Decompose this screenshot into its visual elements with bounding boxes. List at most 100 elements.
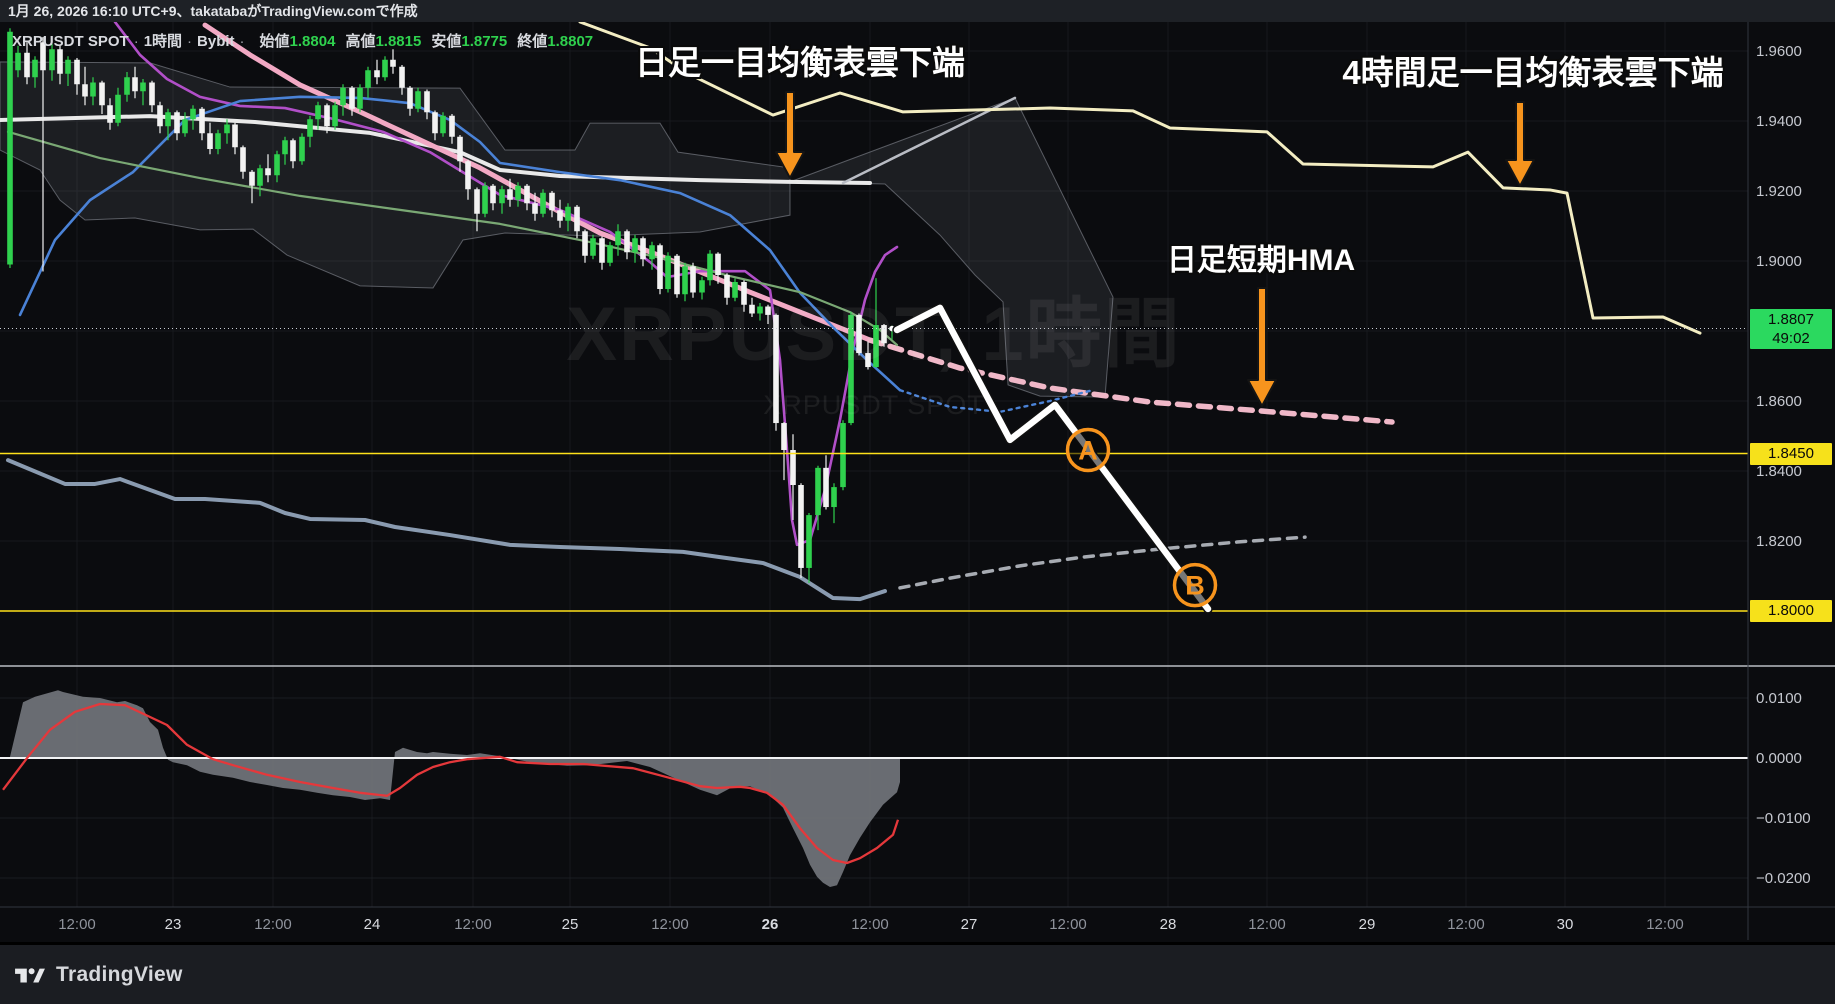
candle-down: [199, 108, 205, 134]
time-tick-label: 24: [364, 916, 381, 933]
legend-low-label: 安値: [431, 33, 462, 50]
h4-cloud-lower-edge: [578, 22, 1702, 335]
candle-down: [674, 255, 680, 295]
price-axis[interactable]: 1.9600 1.9400 1.9200 1.9000 1.8600 1.8400 1.82…: [1756, 43, 1811, 887]
time-tick-label: 12:00: [254, 916, 292, 933]
time-axis[interactable]: 12:00 23 12:00 24 12:00 25 12:00 26 12:00 27 12:00…: [58, 916, 1684, 933]
candle-down: [74, 59, 80, 85]
chart-area[interactable]: A B 1.9600 1.9400 1.9200 1.9000 1.8600 1.8400 1.…: [0, 22, 1835, 942]
indicator-tick-label: −0.0200: [1756, 870, 1811, 887]
candles-layer: [7, 28, 895, 583]
candle-down: [399, 66, 405, 88]
marker-circle-B[interactable]: [1172, 562, 1218, 608]
legend-interval: 1時間: [143, 33, 183, 50]
annotation-daily-hma: 日足短期HMA: [1166, 244, 1356, 277]
candle-up: [115, 94, 121, 123]
candle-down: [232, 124, 238, 148]
time-tick-label: 12:00: [1646, 916, 1684, 933]
candle-up: [15, 52, 21, 71]
green-ma: [6, 130, 899, 347]
candle-up: [649, 245, 655, 260]
tradingview-logo-icon[interactable]: [14, 964, 46, 986]
candle-up: [299, 136, 305, 162]
candle-down: [715, 253, 721, 275]
down-arrow-icon: [775, 91, 805, 179]
time-tick-label: 25: [562, 916, 579, 933]
candle-up: [315, 105, 321, 120]
price-levels-layer: [0, 452, 1748, 612]
candle-down: [690, 266, 696, 293]
legend-exchange: Bybit: [197, 33, 235, 50]
marker-circle-A[interactable]: [1065, 427, 1111, 473]
candle-down: [865, 353, 871, 368]
candle-up: [382, 59, 388, 78]
candle-down: [240, 147, 246, 172]
candle-up: [165, 112, 171, 127]
time-tick-label: 12:00: [58, 916, 96, 933]
candle-up: [815, 467, 821, 516]
candle-up: [632, 238, 638, 253]
legend-separator: ·: [133, 33, 139, 50]
time-tick-label: 12:00: [454, 916, 492, 933]
candle-down: [474, 189, 480, 214]
indicator-tick-label: 0.0100: [1756, 690, 1802, 707]
candle-down: [290, 140, 296, 162]
candle-down: [407, 87, 413, 109]
candle-up: [840, 423, 846, 488]
candle-down: [457, 136, 463, 162]
price-tick-label: 1.9400: [1756, 113, 1802, 130]
candle-up: [215, 133, 221, 149]
candle-up: [540, 192, 546, 214]
candle-down: [524, 185, 530, 204]
candle-down: [657, 245, 663, 289]
candle-down: [532, 203, 538, 214]
chart-canvas[interactable]: AB1.96001.94001.92001.90001.86001.84001.…: [0, 22, 1835, 942]
candle-up: [707, 253, 713, 281]
time-tick-label: 29: [1359, 916, 1376, 933]
down-arrow-icon: [1247, 287, 1277, 407]
candle-down: [157, 105, 163, 127]
indicator-histogram-area: [10, 690, 900, 887]
candle-down: [324, 105, 330, 127]
candle-up: [357, 87, 363, 109]
candle-down: [798, 485, 804, 568]
candle-down: [490, 185, 496, 204]
time-tick-label: 12:00: [1447, 916, 1485, 933]
daily-ichimoku-cloud-right: [789, 97, 1114, 398]
candle-down: [741, 282, 747, 305]
candle-up: [65, 59, 71, 74]
candle-up: [365, 70, 371, 88]
candle-up: [32, 59, 38, 78]
candle-down: [40, 42, 46, 71]
candle-up: [499, 189, 505, 204]
candle-down: [549, 192, 555, 211]
candle-down: [724, 275, 730, 298]
candle-up: [90, 82, 96, 97]
annotation-daily-cloud: 日足一目均衡表雲下端: [635, 43, 965, 81]
zigzag-projection-line[interactable]: [893, 304, 1212, 613]
symbol-legend[interactable]: XRPUSDT SPOT · 1時間 · Bybit · 始値1.8804 高値1.8815 安…: [12, 30, 593, 51]
creation-info-bar: 1月 26, 2026 16:10 UTC+9、takatabaがTrading…: [0, 0, 1835, 22]
annotation-arrows-layer: [775, 91, 1535, 407]
candle-down: [390, 59, 396, 67]
axes-layer: [0, 22, 1835, 940]
marker-letter-B: B: [1185, 571, 1205, 601]
candle-down: [24, 52, 30, 78]
candle-up: [440, 115, 446, 134]
candle-up: [848, 314, 854, 424]
tradingview-brand-text[interactable]: TradingView: [56, 962, 183, 986]
candle-down: [349, 87, 355, 109]
candle-down: [790, 450, 796, 485]
candle-up: [682, 266, 688, 295]
candle-down: [174, 112, 180, 134]
legend-low-value: 1.8775: [461, 33, 508, 50]
candle-up: [182, 119, 188, 134]
candle-up: [482, 185, 488, 214]
candle-up: [757, 306, 763, 314]
daily-cloud-rising-edge: [841, 96, 1017, 185]
grid-layer: [0, 22, 1748, 907]
legend-open-label: 始値: [259, 33, 290, 50]
time-tick-label: 12:00: [1049, 916, 1087, 933]
candle-up: [590, 238, 596, 256]
candle-down: [624, 231, 630, 253]
